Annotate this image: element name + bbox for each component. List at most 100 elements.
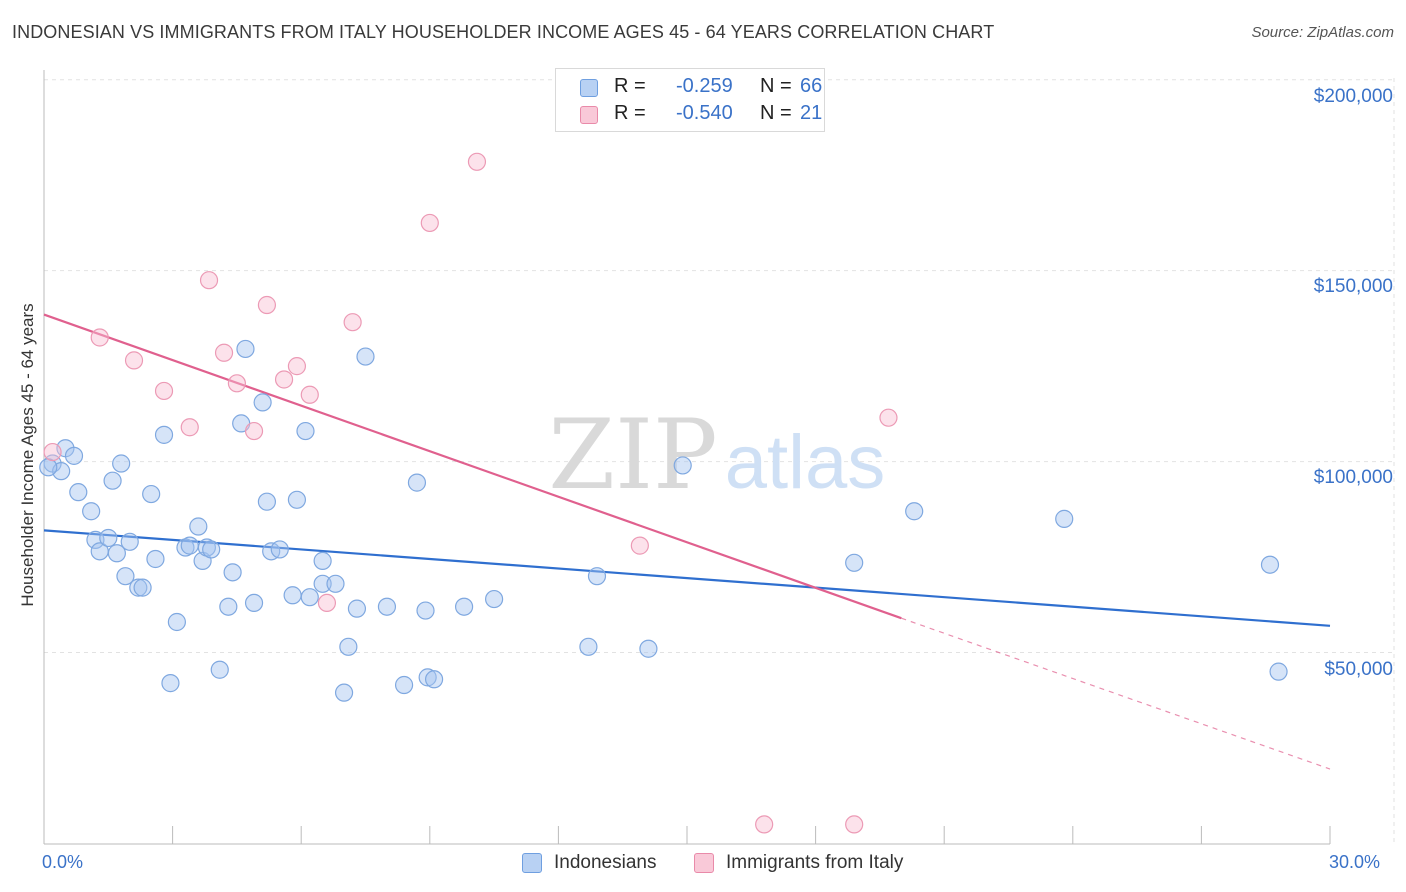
bottom-legend-label-indonesians: Indonesians <box>554 852 657 873</box>
data-point-italy <box>227 374 246 393</box>
data-point-italy <box>467 152 487 171</box>
data-point-indonesians <box>219 597 238 616</box>
data-point-indonesians <box>112 454 131 473</box>
data-points <box>39 152 1288 834</box>
data-point-italy <box>879 408 898 427</box>
data-point-indonesians <box>99 528 118 548</box>
chart-title: INDONESIAN VS IMMIGRANTS FROM ITALY HOUS… <box>12 22 995 42</box>
data-point-indonesians <box>394 675 414 695</box>
legend-n-label: N = <box>760 75 792 97</box>
data-point-indonesians <box>107 544 126 563</box>
data-point-indonesians <box>296 421 315 441</box>
data-point-indonesians <box>180 536 199 555</box>
data-point-italy <box>755 815 774 834</box>
data-point-indonesians <box>1055 509 1074 528</box>
trend-line-italy <box>43 313 902 620</box>
data-point-indonesians <box>356 347 375 366</box>
y-tick-200000: $200,000 <box>1313 86 1393 107</box>
data-point-italy <box>420 213 439 233</box>
data-point-indonesians <box>377 597 397 616</box>
data-point-italy <box>630 536 649 555</box>
data-point-indonesians <box>270 540 289 559</box>
data-point-italy <box>287 357 307 376</box>
data-point-indonesians <box>339 637 358 656</box>
data-point-italy <box>845 815 864 834</box>
data-point-indonesians <box>223 563 242 582</box>
data-point-indonesians <box>845 553 864 572</box>
legend-swatch-italy <box>580 106 598 124</box>
data-point-italy <box>90 328 109 347</box>
data-point-indonesians <box>202 540 221 559</box>
legend-r-value: -0.540 <box>676 102 733 124</box>
data-point-italy <box>274 370 294 389</box>
data-point-indonesians <box>300 588 319 607</box>
data-point-italy <box>43 442 62 462</box>
data-point-indonesians <box>253 393 272 412</box>
legend-n-value: 66 <box>800 75 823 97</box>
data-point-indonesians <box>639 639 658 658</box>
data-point-indonesians <box>236 339 255 359</box>
y-tick-50000: $50,000 <box>1324 659 1393 680</box>
data-point-indonesians <box>287 490 307 509</box>
data-point-indonesians <box>154 425 174 444</box>
data-point-italy <box>317 593 337 613</box>
trend-lines <box>43 313 1331 770</box>
data-point-indonesians <box>257 492 277 511</box>
watermark-zip: ZIP <box>548 399 717 511</box>
data-point-indonesians <box>454 597 474 616</box>
watermark: ZIP atlas <box>548 399 885 511</box>
data-point-indonesians <box>133 578 152 597</box>
source-label: Source: ZipAtlas.com <box>1251 24 1394 41</box>
data-point-indonesians <box>579 637 598 656</box>
trend-line-extension-italy <box>901 617 1331 770</box>
legend-n-label: N = <box>760 102 792 124</box>
data-point-indonesians <box>424 670 444 689</box>
data-point-indonesians <box>1269 662 1288 681</box>
data-point-indonesians <box>673 456 692 475</box>
data-point-indonesians <box>587 567 607 586</box>
data-point-indonesians <box>189 517 208 536</box>
legend-swatch-indonesians <box>580 79 598 97</box>
data-point-italy <box>257 295 277 315</box>
bottom-legend-swatch-indonesians <box>522 853 542 873</box>
data-point-indonesians <box>103 471 122 490</box>
data-point-italy <box>199 271 219 290</box>
data-point-italy <box>244 421 264 441</box>
data-point-italy <box>343 313 362 332</box>
bottom-legend-swatch-italy <box>694 853 714 873</box>
data-point-indonesians <box>142 484 161 504</box>
data-point-indonesians <box>407 473 427 492</box>
legend-r-label: R = <box>614 102 646 124</box>
y-tick-100000: $100,000 <box>1313 467 1393 488</box>
data-point-indonesians <box>64 446 84 465</box>
data-point-indonesians <box>244 593 264 613</box>
legend-r-value: -0.259 <box>676 75 733 97</box>
data-point-indonesians <box>146 549 165 569</box>
x-tick-min: 0.0% <box>42 852 84 872</box>
data-point-indonesians <box>69 483 88 502</box>
y-axis-label: Householder Income Ages 45 - 64 years <box>18 303 37 607</box>
data-point-italy <box>180 418 199 437</box>
data-point-indonesians <box>485 589 504 609</box>
data-point-italy <box>300 385 319 404</box>
data-point-indonesians <box>326 574 345 593</box>
axes <box>43 70 1331 845</box>
gridlines <box>44 78 1395 844</box>
bottom-legend-label-italy: Immigrants from Italy <box>726 852 904 873</box>
data-point-indonesians <box>82 502 101 521</box>
watermark-atlas: atlas <box>725 420 886 505</box>
data-point-indonesians <box>129 578 148 597</box>
data-point-indonesians <box>39 458 58 477</box>
correlation-legend: R = -0.259 N = 66 R = -0.540 N = 21 <box>555 68 825 132</box>
data-point-indonesians <box>283 586 302 605</box>
data-point-italy <box>124 351 144 370</box>
data-point-italy <box>154 381 174 401</box>
data-point-indonesians <box>334 683 354 702</box>
data-point-indonesians <box>120 532 139 551</box>
data-point-indonesians <box>905 502 924 521</box>
data-point-italy <box>214 343 234 362</box>
data-point-indonesians <box>418 668 437 687</box>
legend-r-label: R = <box>614 75 646 97</box>
legend-n-value: 21 <box>800 102 823 124</box>
